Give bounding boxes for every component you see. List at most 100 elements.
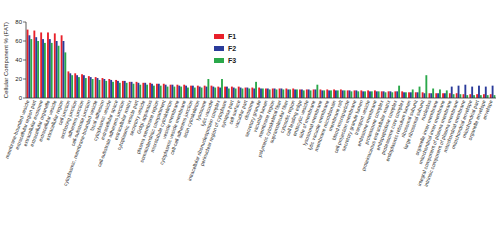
bar: [350, 91, 352, 98]
bar: [362, 91, 364, 98]
bar: [471, 87, 473, 98]
bar: [35, 37, 37, 98]
bar: [151, 84, 153, 98]
bar: [40, 32, 42, 98]
bar: [428, 93, 430, 98]
bar: [105, 81, 107, 98]
bar: [206, 87, 208, 98]
bar: [405, 92, 407, 98]
x-tick-label: cytoplasmic, membrane-bounded vesicle: [62, 99, 99, 186]
bar: [403, 92, 405, 98]
bar: [333, 89, 335, 98]
bar: [458, 86, 460, 98]
bar: [316, 85, 318, 98]
bar: [136, 82, 138, 98]
bar: [410, 92, 412, 98]
bar: [394, 91, 396, 98]
bar: [64, 52, 66, 98]
bar: [425, 75, 427, 98]
bar: [408, 92, 410, 98]
bar: [92, 79, 94, 98]
bar: [287, 89, 289, 98]
y-axis-title: Cellular Component % (FAT): [3, 22, 9, 98]
bar: [167, 87, 169, 98]
y-axis: [26, 22, 27, 98]
bar: [183, 85, 185, 98]
bar: [119, 83, 121, 98]
bar: [185, 86, 187, 98]
bar: [371, 91, 373, 98]
bar: [95, 77, 97, 98]
bar: [376, 91, 378, 98]
bar: [83, 75, 85, 98]
bar: [44, 43, 46, 98]
bar: [149, 83, 151, 98]
bar: [323, 90, 325, 98]
bar: [294, 89, 296, 98]
bar: [463, 94, 465, 98]
bar: [360, 90, 362, 98]
bar: [153, 86, 155, 98]
bar: [172, 85, 174, 98]
bar: [122, 81, 124, 98]
bar: [97, 78, 99, 98]
bar: [42, 39, 44, 98]
bar: [321, 90, 323, 98]
bar: [63, 41, 65, 98]
bar: [142, 83, 144, 98]
bar: [485, 87, 487, 98]
y-tick-label: 20: [15, 76, 22, 82]
y-tick-label: 0: [19, 95, 23, 101]
bar: [245, 88, 247, 98]
bar: [212, 87, 214, 98]
bar: [219, 88, 221, 98]
bar: [156, 84, 158, 98]
bar: [228, 89, 230, 99]
x-tick-label: envelope: [481, 99, 494, 120]
bar: [328, 90, 330, 98]
bar: [165, 85, 167, 98]
bar: [58, 46, 60, 98]
bar: [201, 88, 203, 98]
bar: [51, 43, 53, 98]
bar: [173, 87, 175, 98]
y-tick-label: 40: [15, 57, 22, 63]
bar: [217, 87, 219, 98]
bar: [383, 91, 385, 98]
bar: [265, 89, 267, 99]
bar: [190, 86, 192, 98]
bar: [487, 95, 489, 98]
y-tick: [23, 41, 26, 42]
bar: [369, 91, 371, 98]
bar: [289, 89, 291, 98]
bar: [466, 95, 468, 98]
bar: [490, 94, 492, 98]
bar: [47, 32, 49, 98]
bar: [139, 85, 141, 98]
bar: [158, 84, 160, 98]
bar: [306, 89, 308, 98]
legend-swatch: [214, 46, 224, 51]
x-tick-label: perinuclear region of cytoplasm: [198, 99, 227, 166]
bar: [469, 94, 471, 98]
x-tick-label: intracellular ribonucleoprotein complex: [186, 99, 221, 182]
bar: [267, 89, 269, 99]
bar: [176, 85, 178, 98]
bar: [282, 89, 284, 98]
bar: [204, 86, 206, 98]
bar: [69, 73, 71, 98]
bar: [221, 79, 223, 98]
bar: [81, 74, 83, 98]
bar: [296, 89, 298, 98]
bar: [137, 83, 139, 98]
bar: [178, 86, 180, 98]
bar: [367, 90, 369, 98]
bar: [133, 84, 135, 98]
bar: [313, 89, 315, 98]
bar: [54, 33, 56, 98]
bar: [476, 94, 478, 98]
bar: [61, 35, 63, 98]
bar: [340, 89, 342, 98]
bar: [126, 83, 128, 98]
bar: [129, 82, 131, 98]
